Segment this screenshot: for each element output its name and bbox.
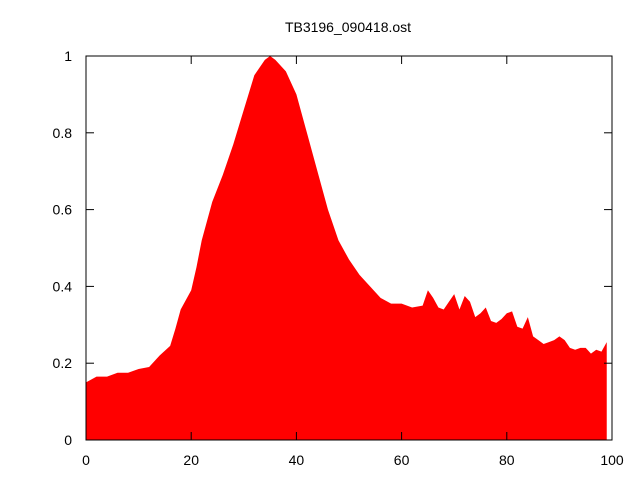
x-tick-label: 0 bbox=[82, 452, 90, 468]
y-axis: 0 0.2 0.4 0.6 0.8 1 bbox=[53, 48, 612, 448]
y-tick-label: 0 bbox=[64, 432, 72, 448]
x-tick-label: 80 bbox=[499, 452, 515, 468]
plot-frame bbox=[85, 55, 613, 441]
y-tick-label: 0.6 bbox=[53, 202, 73, 218]
x-axis: 0 20 40 60 80 100 bbox=[82, 56, 624, 468]
y-tick-label: 0.4 bbox=[53, 278, 73, 294]
y-tick-label: 1 bbox=[64, 48, 72, 64]
chart-title: TB3196_090418.ost bbox=[285, 19, 411, 35]
y-tick-label: 0.2 bbox=[53, 355, 73, 371]
area-series-fill bbox=[86, 56, 607, 440]
x-tick-label: 40 bbox=[289, 452, 305, 468]
x-tick-label: 100 bbox=[600, 452, 624, 468]
x-tick-label: 60 bbox=[394, 452, 410, 468]
x-tick-label: 20 bbox=[183, 452, 199, 468]
y-tick-label: 0.8 bbox=[53, 125, 73, 141]
